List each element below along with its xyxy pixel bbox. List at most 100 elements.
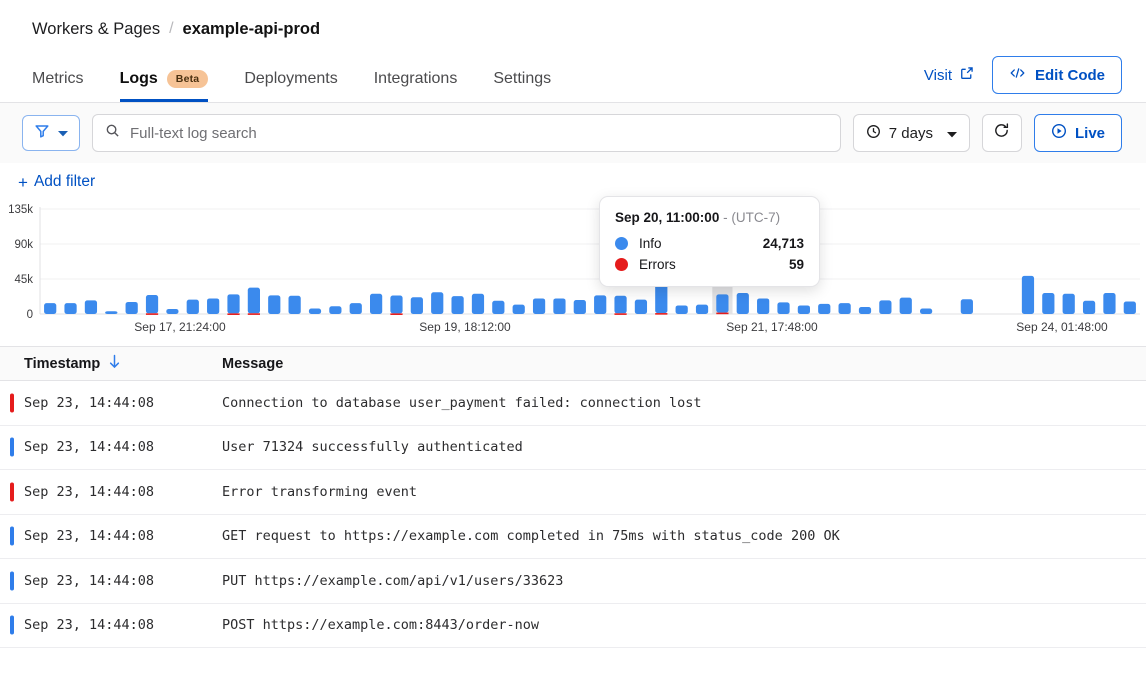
chart-bar-info[interactable] <box>227 294 240 314</box>
chart-bar-info[interactable] <box>573 300 586 314</box>
refresh-button[interactable] <box>981 114 1022 152</box>
chart-bar-info[interactable] <box>716 294 729 313</box>
y-tick-label: 90k <box>14 239 33 251</box>
info-dot-icon <box>615 237 628 250</box>
chart-bar-info[interactable] <box>532 298 546 314</box>
tooltip-timestamp: Sep 20, 11:00:00 <box>615 210 720 225</box>
chart-bar-info[interactable] <box>1103 293 1116 314</box>
chart-bar-info[interactable] <box>675 305 688 314</box>
chart-bar-info[interactable] <box>105 311 118 314</box>
table-row[interactable]: Sep 23, 14:44:08 GET request to https://e… <box>0 515 1146 559</box>
add-filter-button[interactable]: + Add filter <box>18 173 95 191</box>
chart-bar-error[interactable] <box>247 313 260 315</box>
tab-integrations[interactable]: Integrations <box>374 70 458 102</box>
search-box[interactable] <box>92 114 841 152</box>
column-message[interactable]: Message <box>222 356 1146 372</box>
tooltip-row-errors: Errors 59 <box>615 257 804 272</box>
chart-bar-info[interactable] <box>431 292 444 314</box>
chart-bar-info[interactable] <box>1082 300 1096 314</box>
chart-bar-error[interactable] <box>655 313 668 315</box>
tab-logs-label: Logs <box>119 70 158 87</box>
chart-bar-info[interactable] <box>777 302 790 314</box>
chart-bar-error[interactable] <box>227 313 240 315</box>
chart-bar-info[interactable] <box>247 287 260 314</box>
chart-bar-info[interactable] <box>84 300 98 314</box>
tab-logs[interactable]: Logs Beta <box>119 70 209 102</box>
chevron-down-icon <box>58 124 68 142</box>
chart-bar-info[interactable] <box>553 298 566 314</box>
chart-bar-info[interactable] <box>1021 275 1035 314</box>
chart-bar-info[interactable] <box>492 300 505 314</box>
chart-bar-info[interactable] <box>736 293 749 314</box>
chart-bar-info[interactable] <box>145 295 159 314</box>
chart-bar-info[interactable] <box>797 305 810 314</box>
chart-bar-info[interactable] <box>695 304 709 314</box>
time-range-label: 7 days <box>888 124 933 142</box>
chart-bar-info[interactable] <box>899 297 912 314</box>
live-button[interactable]: Live <box>1033 114 1122 152</box>
tab-deployments-label: Deployments <box>244 70 338 87</box>
x-tick-label: Sep 17, 21:24:00 <box>134 320 226 334</box>
arrow-down-icon[interactable] <box>108 354 121 373</box>
chart-bar-info[interactable] <box>64 303 77 314</box>
chart-bar-info[interactable] <box>960 299 973 314</box>
chart-bar-info[interactable] <box>329 306 342 314</box>
chart-bar-info[interactable] <box>655 284 668 314</box>
chart-bar-info[interactable] <box>207 298 220 314</box>
chart-bar-info[interactable] <box>349 303 362 314</box>
log-volume-chart[interactable]: 135k 90k 45k 0 Sep 17, 21:24:00 Sep 19, 18:12… <box>0 201 1146 346</box>
filter-button[interactable] <box>22 115 80 151</box>
chart-bar-error[interactable] <box>145 313 159 315</box>
chart-bar-info[interactable] <box>614 295 627 314</box>
chart-bar-error[interactable] <box>390 313 403 315</box>
chart-bar-info[interactable] <box>471 293 485 314</box>
time-range-button[interactable]: 7 days <box>852 114 970 152</box>
chart-bar-info[interactable] <box>818 303 831 314</box>
chart-bar-info[interactable] <box>879 300 892 314</box>
chart-bar-info[interactable] <box>390 295 403 314</box>
breadcrumb-parent[interactable]: Workers & Pages <box>32 19 161 38</box>
chart-bar-info[interactable] <box>512 304 525 314</box>
tab-settings[interactable]: Settings <box>493 70 551 102</box>
clock-icon <box>866 124 881 143</box>
log-table-body: Sep 23, 14:44:08 Connection to database u… <box>0 381 1146 648</box>
chart-bar-info[interactable] <box>288 295 301 314</box>
table-row[interactable]: Sep 23, 14:44:08 PUT https://example.com/… <box>0 559 1146 604</box>
chart-bar-info[interactable] <box>757 298 770 314</box>
chart-bar-info[interactable] <box>410 297 423 314</box>
table-row[interactable]: Sep 23, 14:44:08 Connection to database u… <box>0 381 1146 426</box>
chart-bar-info[interactable] <box>838 303 851 314</box>
chart-bar-info[interactable] <box>634 299 648 314</box>
chart-bar-info[interactable] <box>858 307 872 314</box>
chart-bar-info[interactable] <box>125 301 138 314</box>
chart-bar-error[interactable] <box>716 312 729 315</box>
chart-bar-info[interactable] <box>920 308 933 314</box>
funnel-icon <box>34 123 50 144</box>
column-timestamp[interactable]: Timestamp <box>0 354 222 373</box>
chart-bar-info[interactable] <box>1062 293 1075 314</box>
chart-bar-info[interactable] <box>370 293 383 314</box>
tab-deployments[interactable]: Deployments <box>244 70 337 102</box>
tab-metrics[interactable]: Metrics <box>32 70 84 102</box>
log-timestamp: Sep 23, 14:44:08 <box>24 617 155 634</box>
chart-bar-info[interactable] <box>268 295 281 314</box>
chart-canvas[interactable]: 135k 90k 45k 0 Sep 17, 21:24:00 Sep 19, 18:12… <box>0 201 1146 346</box>
chart-bar-info[interactable] <box>44 303 57 314</box>
chart-bar-info[interactable] <box>1042 293 1055 314</box>
chart-bar-info[interactable] <box>308 308 322 314</box>
table-row[interactable]: Sep 23, 14:44:08 User 71324 successfully … <box>0 426 1146 470</box>
chart-bar-error[interactable] <box>614 313 627 315</box>
chart-bar-info[interactable] <box>1123 301 1136 314</box>
tooltip-info-value: 24,713 <box>762 236 804 251</box>
edit-code-button[interactable]: Edit Code <box>992 56 1122 94</box>
chart-bar-info[interactable] <box>166 308 179 314</box>
visit-link[interactable]: Visit <box>924 66 974 84</box>
table-row[interactable]: Sep 23, 14:44:08 Error transforming event <box>0 470 1146 515</box>
search-input[interactable] <box>120 115 840 151</box>
chart-bar-info[interactable] <box>186 299 199 314</box>
chart-bar-info[interactable] <box>451 296 464 314</box>
log-level-indicator <box>10 482 14 502</box>
chart-bar-info[interactable] <box>594 295 607 314</box>
table-row[interactable]: Sep 23, 14:44:08 POST https://example.com… <box>0 604 1146 648</box>
